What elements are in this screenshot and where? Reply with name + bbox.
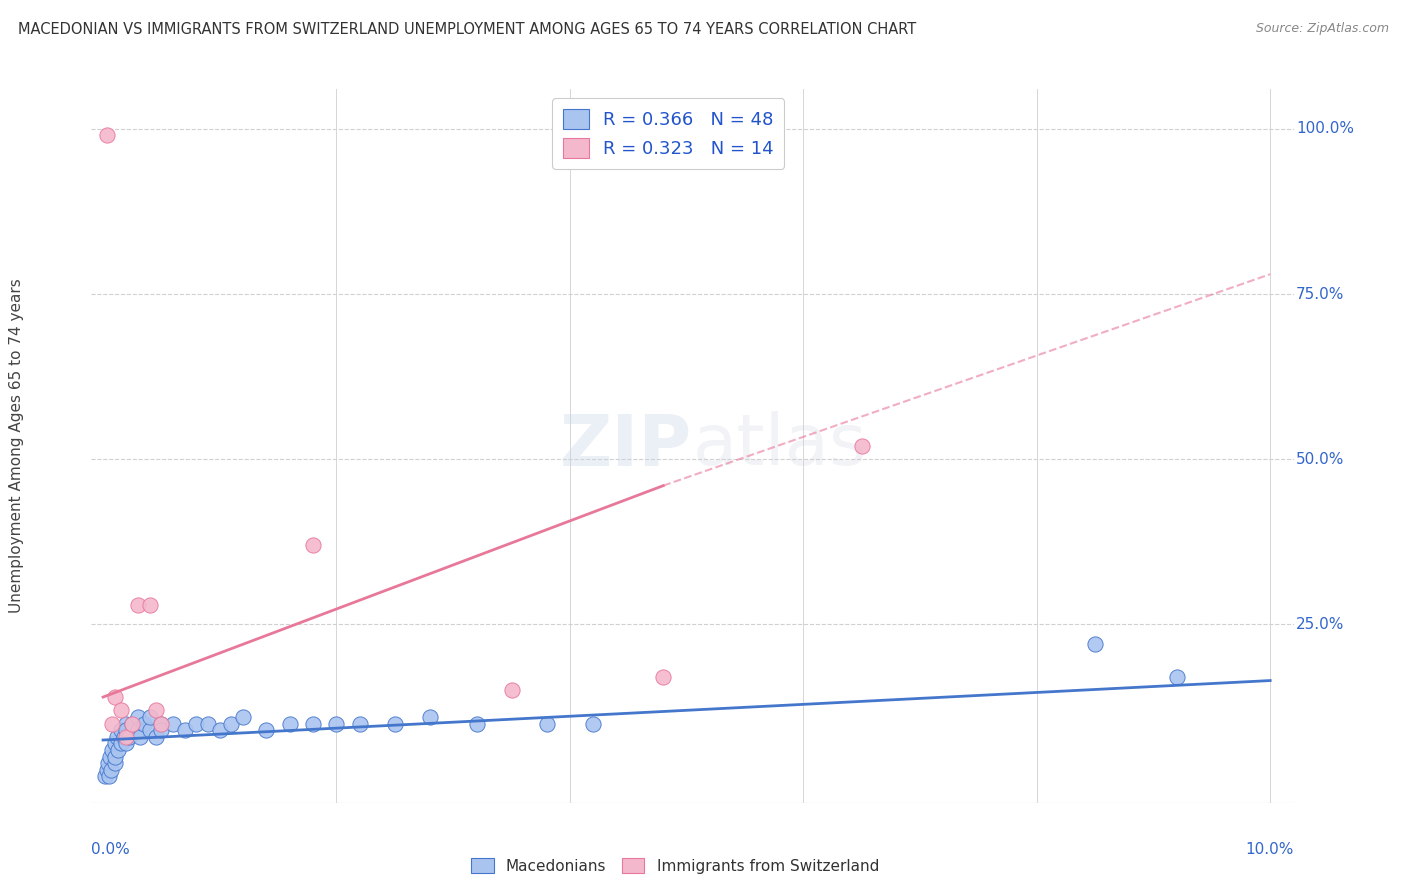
Point [104, 736, 127, 750]
Point [121, 716, 143, 731]
Text: 50.0%: 50.0% [1296, 451, 1344, 467]
Point [139, 710, 162, 724]
Point [150, 716, 173, 731]
Point [127, 723, 149, 738]
Point [112, 730, 135, 744]
Point [127, 710, 149, 724]
Point [139, 598, 162, 612]
Point [536, 716, 558, 731]
Text: atlas: atlas [692, 411, 868, 481]
Point [197, 716, 219, 731]
Point [150, 716, 173, 731]
Point [132, 716, 155, 731]
Point [302, 716, 325, 731]
Point [501, 683, 523, 698]
Point [162, 716, 184, 731]
Point [278, 716, 301, 731]
Point [101, 743, 124, 757]
Point [150, 723, 173, 738]
Point [1084, 637, 1107, 651]
Point [105, 730, 128, 744]
Point [115, 736, 138, 750]
Point [121, 716, 143, 731]
Point [256, 723, 278, 738]
Point [101, 716, 124, 731]
Point [104, 690, 127, 704]
Point [104, 749, 127, 764]
Point [97, 769, 120, 783]
Text: Unemployment Among Ages 65 to 74 years: Unemployment Among Ages 65 to 74 years [10, 278, 24, 614]
Point [302, 538, 325, 552]
Text: 75.0%: 75.0% [1296, 286, 1344, 301]
Text: MACEDONIAN VS IMMIGRANTS FROM SWITZERLAND UNEMPLOYMENT AMONG AGES 65 TO 74 YEARS: MACEDONIAN VS IMMIGRANTS FROM SWITZERLAN… [18, 22, 917, 37]
Point [118, 730, 141, 744]
Point [115, 730, 138, 744]
Point [127, 598, 149, 612]
Text: 25.0%: 25.0% [1296, 617, 1344, 632]
Legend: R = 0.366   N = 48, R = 0.323   N = 14: R = 0.366 N = 48, R = 0.323 N = 14 [553, 98, 785, 169]
Point [186, 716, 208, 731]
Point [419, 710, 441, 724]
Point [232, 710, 254, 724]
Point [96, 128, 118, 143]
Point [107, 743, 129, 757]
Point [139, 723, 162, 738]
Point [582, 716, 605, 731]
Text: ZIP: ZIP [560, 411, 692, 481]
Point [110, 723, 132, 738]
Point [104, 756, 127, 771]
Point [98, 749, 121, 764]
Point [349, 716, 371, 731]
Point [208, 723, 231, 738]
Point [145, 703, 167, 717]
Point [325, 716, 347, 731]
Point [110, 736, 132, 750]
Text: 0.0%: 0.0% [91, 842, 131, 857]
Text: Source: ZipAtlas.com: Source: ZipAtlas.com [1256, 22, 1389, 36]
Point [97, 756, 120, 771]
Point [96, 763, 118, 777]
Text: 100.0%: 100.0% [1296, 121, 1354, 136]
Point [221, 716, 243, 731]
Point [110, 703, 132, 717]
Point [115, 716, 138, 731]
Point [851, 439, 873, 453]
Point [384, 716, 406, 731]
Point [100, 763, 122, 777]
Legend: Macedonians, Immigrants from Switzerland: Macedonians, Immigrants from Switzerland [464, 852, 886, 880]
Point [94, 769, 117, 783]
Point [1166, 670, 1188, 684]
Text: 10.0%: 10.0% [1246, 842, 1294, 857]
Point [129, 730, 152, 744]
Point [652, 670, 675, 684]
Point [145, 730, 167, 744]
Point [465, 716, 488, 731]
Point [115, 723, 138, 738]
Point [173, 723, 195, 738]
